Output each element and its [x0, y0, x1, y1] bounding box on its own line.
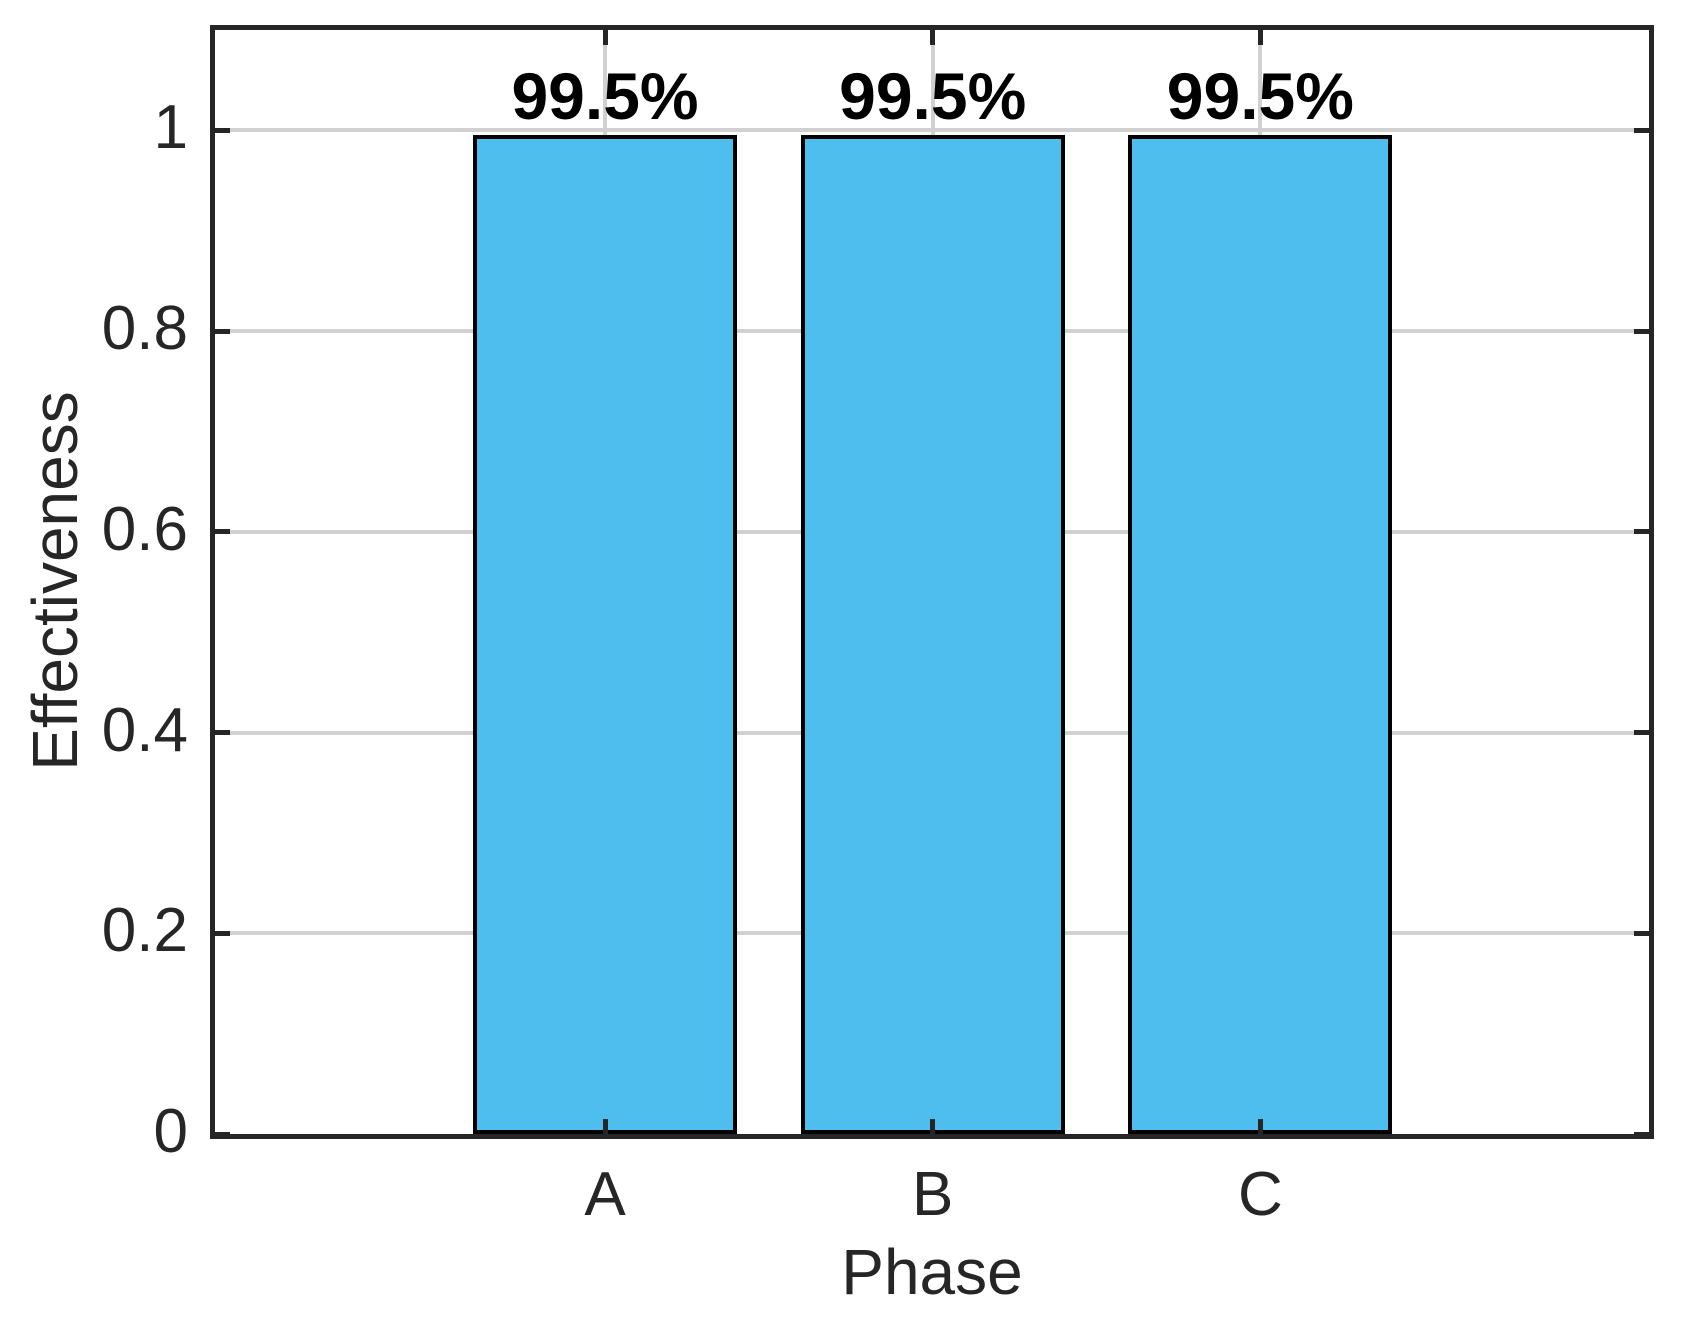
- y-tick-label: 0: [153, 1097, 188, 1166]
- x-tick-label: B: [912, 1160, 954, 1229]
- y-tick-right: [1634, 930, 1649, 936]
- y-axis-label: Effectiveness: [19, 391, 91, 771]
- x-tick-top: [930, 30, 936, 45]
- y-tick-left: [215, 930, 230, 936]
- y-tick-label: 1: [153, 93, 188, 163]
- x-tick-top: [1257, 30, 1263, 45]
- y-tick-right: [1634, 1131, 1649, 1137]
- y-tick-label: 0.4: [101, 695, 188, 765]
- plot-area: 99.5% 99.5% 99.5%: [210, 25, 1654, 1139]
- y-tick-left: [215, 1131, 230, 1137]
- y-tick-label: 0.8: [101, 294, 188, 364]
- x-tick-label: A: [584, 1160, 626, 1229]
- bar-value-label: 99.5%: [511, 59, 699, 134]
- y-tick-label: 0.2: [101, 896, 188, 966]
- bar-value-label: 99.5%: [839, 59, 1027, 134]
- y-tick-label: 0.6: [101, 494, 188, 564]
- bar-c: [1128, 135, 1393, 1134]
- y-tick-left: [215, 127, 230, 133]
- x-axis-label: Phase: [841, 1236, 1023, 1308]
- y-tick-right: [1634, 328, 1649, 334]
- x-tick-bottom: [1257, 1119, 1263, 1134]
- y-tick-left: [215, 328, 230, 334]
- x-tick-top: [602, 30, 608, 45]
- x-tick-label: C: [1237, 1160, 1283, 1229]
- y-tick-right: [1634, 127, 1649, 133]
- x-tick-bottom: [602, 1119, 608, 1134]
- y-tick-right: [1634, 529, 1649, 535]
- bar-a: [473, 135, 737, 1134]
- y-tick-left: [215, 529, 230, 535]
- y-tick-left: [215, 730, 230, 736]
- y-tick-right: [1634, 730, 1649, 736]
- bar-value-label: 99.5%: [1166, 59, 1354, 134]
- bar-b: [800, 135, 1065, 1134]
- x-tick-bottom: [930, 1119, 936, 1134]
